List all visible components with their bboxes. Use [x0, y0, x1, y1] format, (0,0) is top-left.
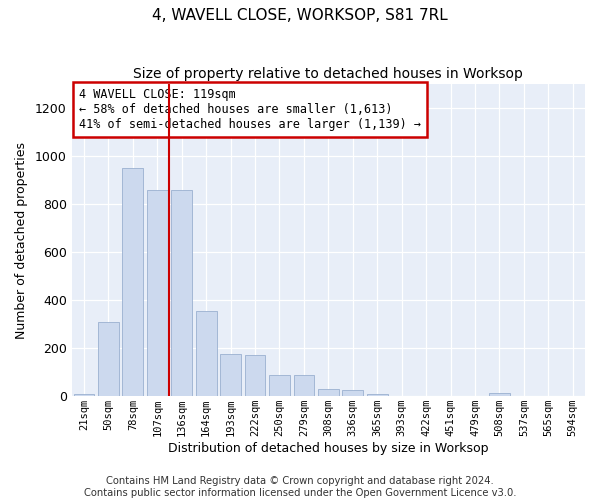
Bar [343, 390, 363, 396]
Bar [269, 374, 290, 396]
Bar [293, 374, 314, 396]
Bar [122, 168, 143, 396]
Text: 4, WAVELL CLOSE, WORKSOP, S81 7RL: 4, WAVELL CLOSE, WORKSOP, S81 7RL [152, 8, 448, 22]
Bar [171, 190, 192, 396]
Bar [318, 390, 339, 396]
Text: Contains HM Land Registry data © Crown copyright and database right 2024.
Contai: Contains HM Land Registry data © Crown c… [84, 476, 516, 498]
Bar [367, 394, 388, 396]
Bar [98, 322, 119, 396]
Y-axis label: Number of detached properties: Number of detached properties [15, 142, 28, 338]
Bar [245, 356, 265, 396]
Bar [74, 394, 94, 396]
X-axis label: Distribution of detached houses by size in Worksop: Distribution of detached houses by size … [168, 442, 488, 455]
Text: 4 WAVELL CLOSE: 119sqm
← 58% of detached houses are smaller (1,613)
41% of semi-: 4 WAVELL CLOSE: 119sqm ← 58% of detached… [79, 88, 421, 131]
Bar [147, 190, 167, 396]
Bar [489, 394, 510, 396]
Title: Size of property relative to detached houses in Worksop: Size of property relative to detached ho… [133, 68, 523, 82]
Bar [220, 354, 241, 396]
Bar [196, 311, 217, 396]
